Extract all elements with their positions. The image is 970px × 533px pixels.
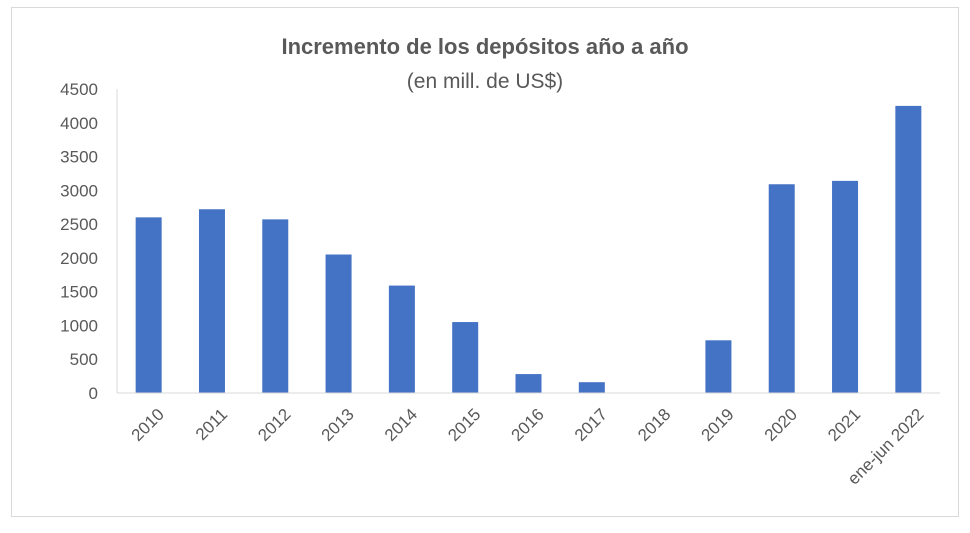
x-tick-label: 2018 <box>634 405 674 445</box>
bar-2012 <box>262 219 289 393</box>
x-tick-label: 2020 <box>761 405 801 445</box>
x-tick-label: 2013 <box>318 405 358 445</box>
x-tick-label: 2017 <box>571 405 611 445</box>
y-tick-label: 1000 <box>60 316 98 335</box>
y-tick-label: 4000 <box>60 114 98 133</box>
y-tick-label: 3000 <box>60 181 98 200</box>
bar-2013 <box>325 254 352 393</box>
bar-2014 <box>388 285 415 393</box>
x-tick-label: 2021 <box>824 405 864 445</box>
bar-2010 <box>135 217 162 393</box>
bar-2020 <box>768 184 795 393</box>
y-tick-label: 3500 <box>60 148 98 167</box>
y-tick-label: 4500 <box>60 80 98 99</box>
bar-2015 <box>452 322 479 393</box>
x-tick-label: 2012 <box>254 405 294 445</box>
x-tick-label: 2015 <box>444 405 484 445</box>
bar-2019 <box>705 340 732 393</box>
y-tick-label: 0 <box>89 384 98 403</box>
y-tick-label: 500 <box>70 350 98 369</box>
x-tick-label: 2016 <box>508 405 548 445</box>
y-tick-label: 2000 <box>60 249 98 268</box>
bar-2011 <box>198 209 225 393</box>
chart-frame <box>11 7 959 517</box>
bar-ene-jun-2022 <box>895 105 922 393</box>
bar-2017 <box>578 382 605 393</box>
y-tick-label: 2500 <box>60 215 98 234</box>
y-tick-label: 1500 <box>60 283 98 302</box>
bar-2021 <box>832 180 859 393</box>
chart-title: Incremento de los depósitos año a año <box>281 34 689 59</box>
bar-2016 <box>515 374 542 393</box>
x-tick-label: 2011 <box>192 405 231 444</box>
x-axis-ticks: 2010 2011 2012 2013 2014 2015 2016 2017 2018 2019… <box>128 405 928 489</box>
x-tick-label: 2010 <box>128 405 168 445</box>
chart-subtitle: (en mill. de US$) <box>406 70 564 93</box>
y-axis-ticks: 0 500 1000 1500 2000 2500 3000 3500 4000 4500 <box>60 80 98 403</box>
x-tick-label: 2019 <box>697 405 737 445</box>
x-tick-label: 2014 <box>381 405 421 445</box>
bars-group <box>135 105 922 393</box>
